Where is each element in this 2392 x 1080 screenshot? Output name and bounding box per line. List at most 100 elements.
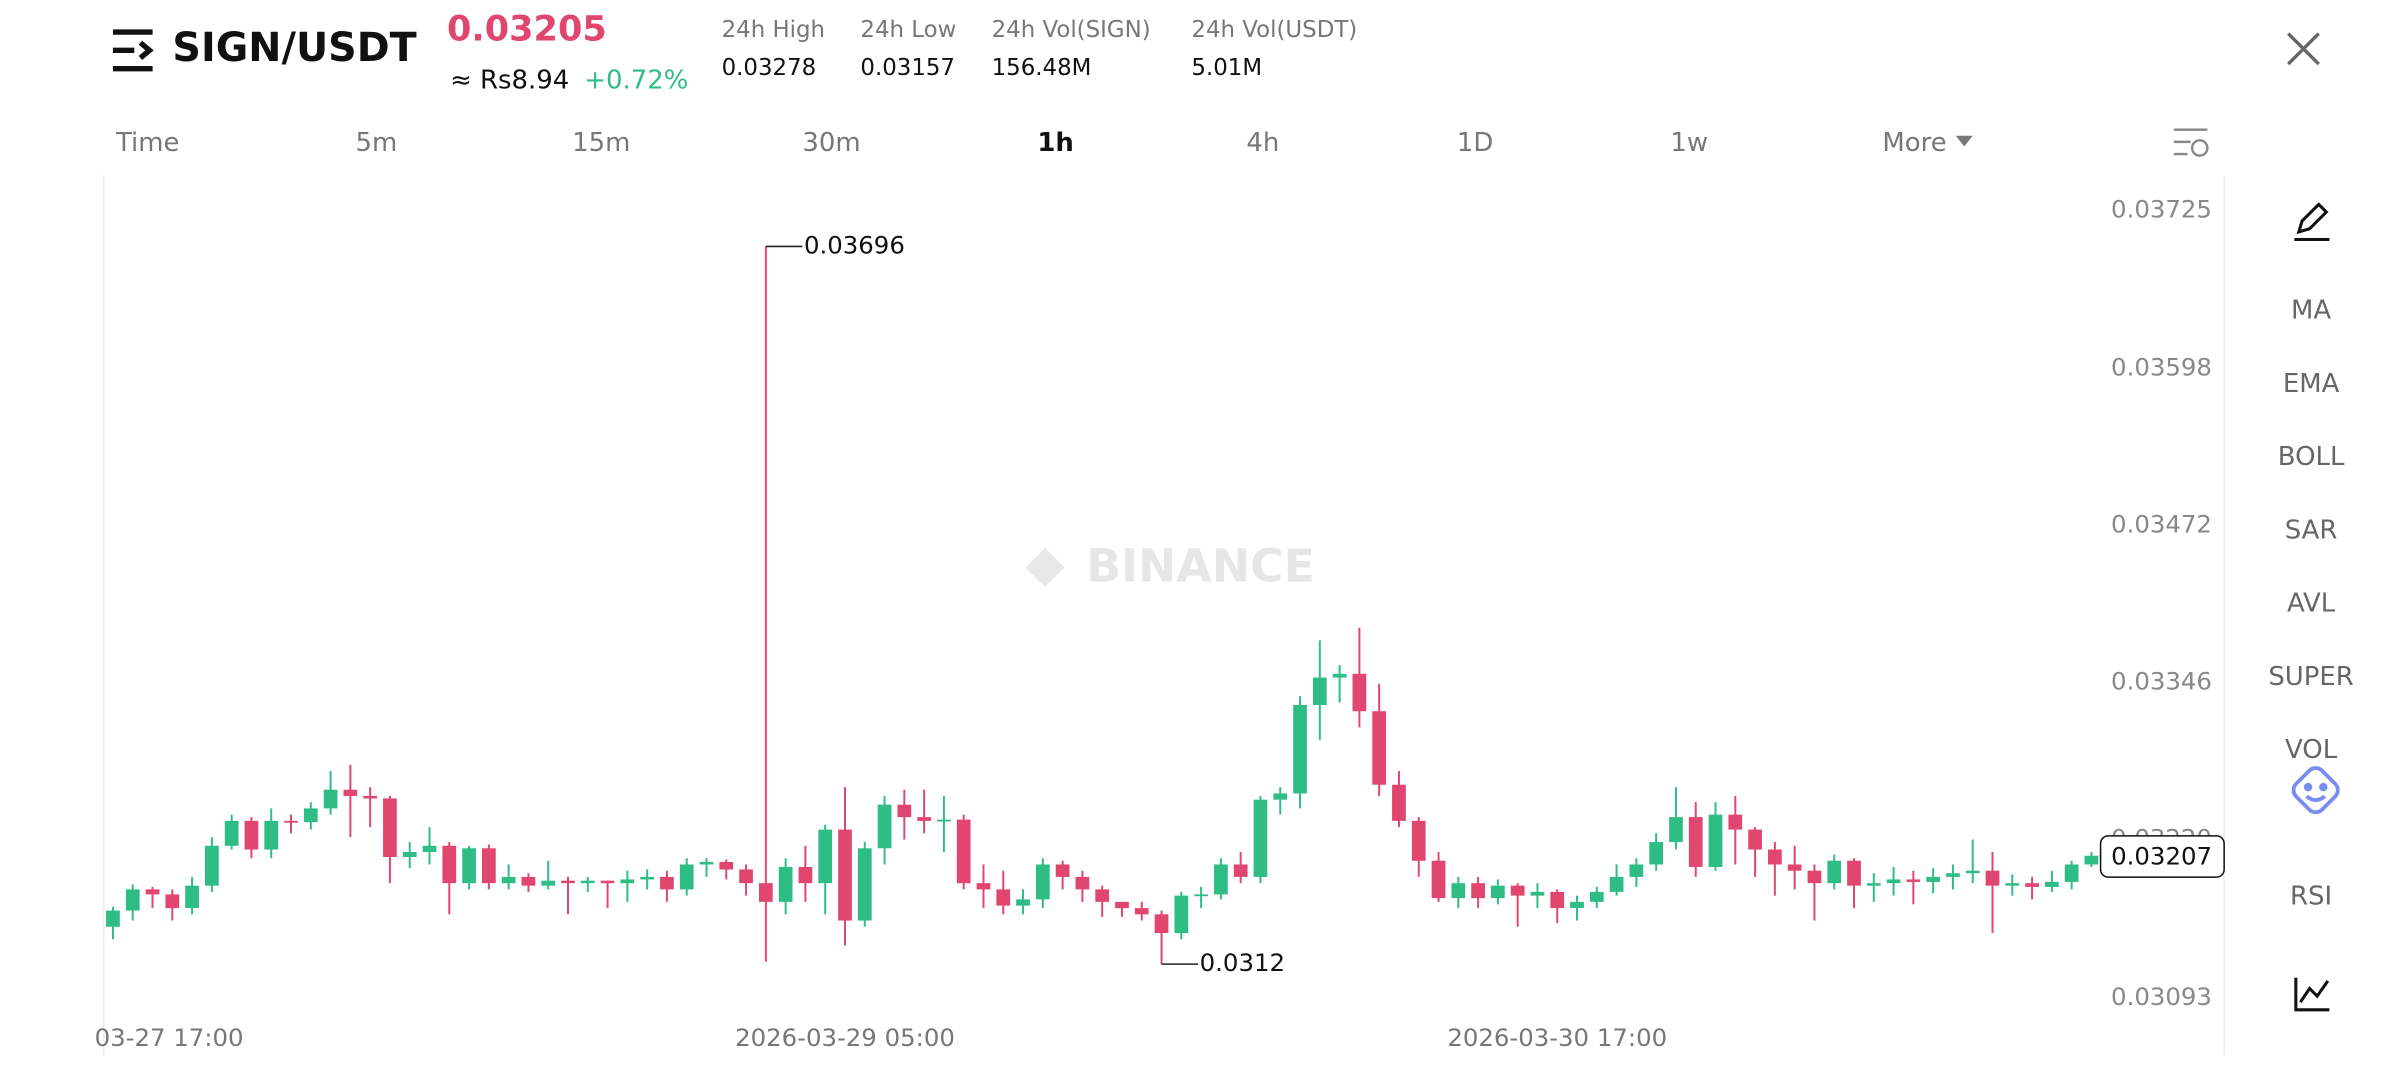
- candle-body: [937, 819, 951, 822]
- candle-body: [521, 876, 536, 886]
- candle-body: [1985, 870, 2000, 886]
- candle-body: [224, 820, 239, 846]
- stat-value: 0.03278: [722, 55, 817, 81]
- candle-body: [244, 820, 259, 850]
- candle-body: [1312, 677, 1327, 705]
- candle-body: [1768, 849, 1782, 865]
- candle-body: [541, 880, 556, 886]
- candle-body: [1807, 870, 1822, 884]
- candle-body: [818, 829, 833, 884]
- stat-value: 0.03157: [860, 55, 955, 81]
- stat-label: 24h Vol(USDT): [1191, 17, 1357, 43]
- pencil-icon[interactable]: [2294, 202, 2330, 242]
- timeframe-tab[interactable]: 30m: [802, 128, 860, 158]
- extreme-label: 0.0312: [1200, 948, 1285, 977]
- candle-body: [1708, 814, 1723, 867]
- candle-body: [640, 876, 655, 880]
- stat-label: 24h High: [722, 17, 825, 43]
- candle-body: [1609, 876, 1624, 892]
- candle-body: [1688, 817, 1703, 867]
- candle-body: [1372, 711, 1387, 785]
- candle-body: [303, 808, 318, 823]
- timeframe-tab[interactable]: 4h: [1246, 128, 1279, 158]
- candle-body: [1550, 891, 1565, 909]
- candle-body: [1253, 799, 1268, 877]
- indicator[interactable]: AVL: [2287, 589, 2336, 619]
- current-price: 0.03207: [2111, 841, 2212, 870]
- current-price-box: [2099, 835, 2225, 878]
- close-button[interactable]: [2287, 32, 2320, 66]
- timeframe-tab[interactable]: 5m: [355, 128, 397, 158]
- y-tick-label: 0.03725: [2111, 194, 2212, 223]
- candle-body: [284, 820, 298, 823]
- candle-body: [877, 804, 892, 849]
- timeframe-tab[interactable]: More: [1882, 128, 1946, 158]
- candle-body: [501, 876, 516, 884]
- indicator[interactable]: BOLL: [2278, 442, 2345, 472]
- candle-body: [1886, 879, 1901, 884]
- assistant-icon[interactable]: [2290, 764, 2342, 816]
- candle-body: [205, 845, 219, 886]
- stat-label: 24h Vol(SIGN): [992, 17, 1151, 43]
- candle-body: [1589, 891, 1604, 902]
- indicator[interactable]: EMA: [2283, 369, 2340, 399]
- candle-body: [2064, 864, 2079, 882]
- candle-body: [1847, 860, 1861, 886]
- indicator[interactable]: MA: [2291, 296, 2331, 326]
- y-tick-label: 0.03346: [2111, 667, 2212, 696]
- candle-body: [185, 885, 199, 909]
- candle-body: [2084, 855, 2099, 865]
- candle-body: [1035, 864, 1050, 900]
- indicator[interactable]: SAR: [2285, 515, 2338, 545]
- candle-body: [1392, 784, 1406, 821]
- candle-body: [660, 876, 674, 890]
- candle-body: [897, 804, 912, 818]
- timeframe-tab[interactable]: Time: [115, 128, 179, 158]
- candle-body: [1174, 895, 1189, 934]
- candle-body: [679, 864, 694, 890]
- candle-body: [996, 889, 1011, 906]
- candle-body: [1293, 704, 1307, 794]
- settings-icon[interactable]: [2173, 128, 2209, 157]
- candle-body: [462, 848, 476, 884]
- candle-body: [1233, 864, 1248, 877]
- candle-body: [917, 817, 931, 821]
- indicator[interactable]: RSI: [2290, 881, 2332, 911]
- chart-type-icon[interactable]: [2294, 977, 2330, 1012]
- menu-icon[interactable]: [112, 29, 154, 72]
- candle-body: [106, 910, 120, 927]
- candle-body: [2025, 883, 2039, 887]
- timeframe-tab[interactable]: 1D: [1457, 128, 1493, 158]
- indicator[interactable]: SUPER: [2268, 662, 2353, 692]
- candle-body: [1332, 673, 1347, 678]
- timeframe-tab[interactable]: 1w: [1670, 128, 1708, 158]
- y-tick-label: 0.03093: [2111, 982, 2212, 1011]
- candle-body: [363, 795, 378, 799]
- candle-body: [343, 789, 358, 796]
- candle-body: [422, 845, 437, 853]
- timeframe-tab[interactable]: 15m: [572, 128, 630, 158]
- y-tick-label: 0.03598: [2111, 353, 2212, 382]
- candle-body: [1491, 885, 1505, 899]
- candle-body: [165, 894, 180, 909]
- candle-body: [1649, 842, 1664, 865]
- candle-body: [402, 852, 417, 857]
- candle-body: [838, 829, 852, 921]
- candle-body: [1530, 891, 1545, 896]
- candle-body: [758, 883, 773, 902]
- candle-body: [1194, 894, 1208, 897]
- candle-body: [125, 889, 140, 911]
- candle-body: [1827, 860, 1842, 884]
- candle-body: [383, 798, 397, 857]
- candle-body: [561, 880, 575, 884]
- price: 0.03205: [447, 9, 607, 50]
- dropdown-arrow[interactable]: [1955, 135, 1973, 147]
- candle-body: [1926, 876, 1941, 882]
- timeframe-tab[interactable]: 1h: [1037, 128, 1074, 158]
- candle-body: [976, 883, 991, 890]
- candle-body: [1273, 793, 1288, 800]
- x-tick-label: 2026-03-30 17:00: [1447, 1023, 1667, 1052]
- extreme-label: 0.03696: [804, 230, 905, 259]
- candle-body: [145, 889, 160, 895]
- candle-body: [1965, 870, 1980, 874]
